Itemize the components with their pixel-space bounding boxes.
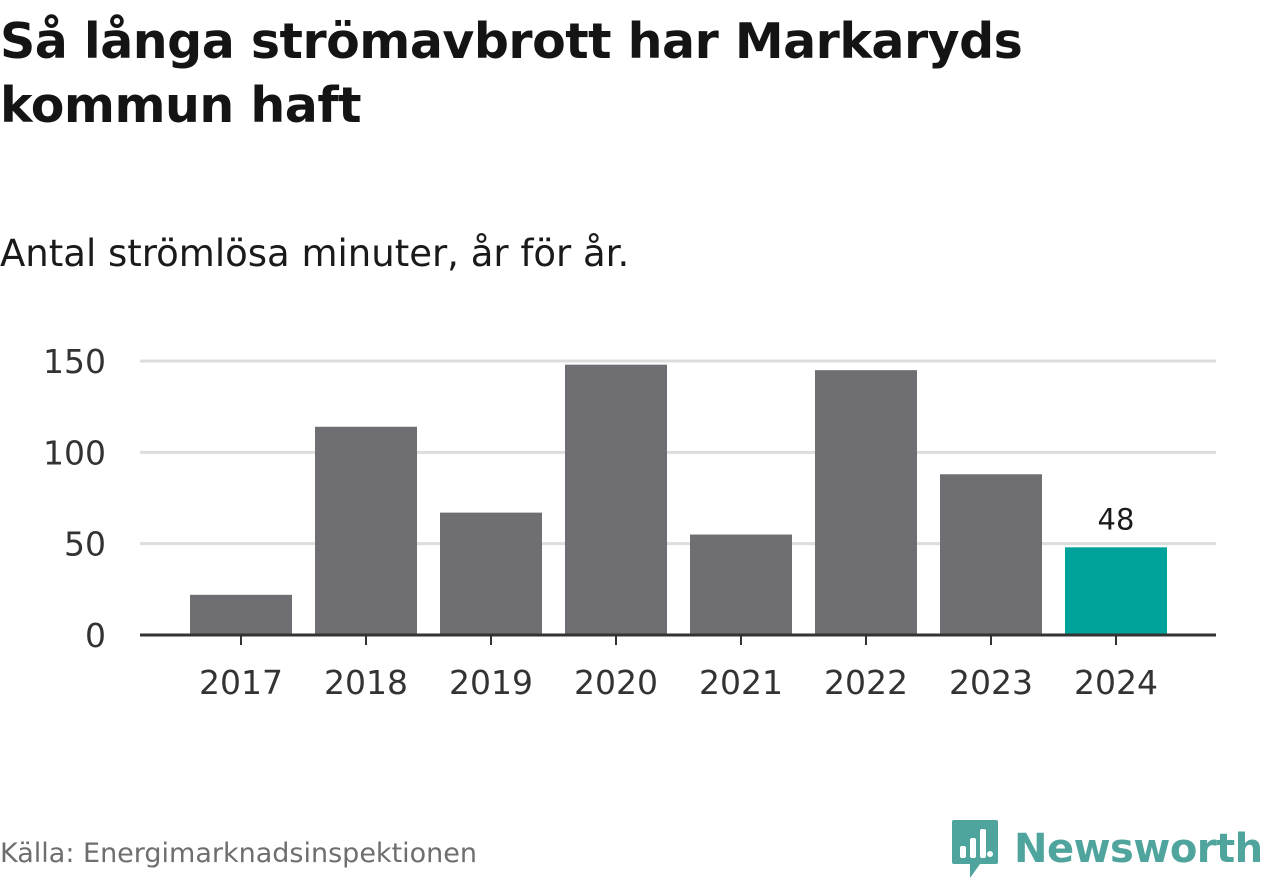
chart-subtitle: Antal strömlösa minuter, år för år. bbox=[0, 232, 630, 275]
x-tick-label: 2023 bbox=[949, 663, 1033, 702]
bar-2019[interactable] bbox=[440, 512, 542, 635]
newsworthy-logo[interactable]: Newsworthy bbox=[950, 818, 1262, 880]
source-note: Källa: Energimarknadsinspektionen bbox=[0, 838, 478, 869]
bar-2021[interactable] bbox=[690, 534, 792, 635]
newsworthy-logo-icon bbox=[952, 820, 998, 878]
bar-chart: 0 50 100 150 2017 2018 2019 2020 2021 2022 2023 202… bbox=[43, 342, 1216, 702]
axes bbox=[140, 633, 1216, 645]
bar-2022[interactable] bbox=[815, 370, 917, 635]
x-tick-label: 2018 bbox=[324, 663, 408, 702]
y-tick-label: 50 bbox=[64, 525, 106, 564]
x-tick-label: 2024 bbox=[1074, 663, 1158, 702]
chart-title: Så långa strömavbrott har Markaryds komm… bbox=[0, 13, 1023, 134]
bar-2024[interactable] bbox=[1065, 547, 1167, 635]
logo-wordmark: Newsworthy bbox=[1014, 826, 1262, 872]
y-tick-label: 100 bbox=[43, 433, 106, 472]
grid-lines bbox=[140, 359, 1216, 546]
labels: 0 50 100 150 2017 2018 2019 2020 2021 2022 2023 202… bbox=[43, 342, 1158, 702]
bar-2017[interactable] bbox=[190, 594, 292, 635]
x-tick-label: 2019 bbox=[449, 663, 533, 702]
x-tick-label: 2022 bbox=[824, 663, 908, 702]
y-tick-label: 150 bbox=[43, 342, 106, 381]
data-label: 48 bbox=[1098, 502, 1135, 536]
y-tick-label: 0 bbox=[85, 616, 106, 655]
x-tick-label: 2021 bbox=[699, 663, 783, 702]
x-tick-label: 2017 bbox=[199, 663, 283, 702]
x-tick-label: 2020 bbox=[574, 663, 658, 702]
bars bbox=[190, 364, 1167, 635]
bar-2018[interactable] bbox=[315, 426, 417, 635]
bar-2023[interactable] bbox=[940, 474, 1042, 635]
bar-2020[interactable] bbox=[565, 364, 667, 635]
